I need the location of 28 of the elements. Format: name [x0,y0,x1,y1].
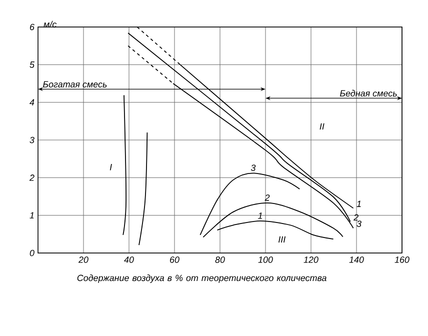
x-tick-label: 160 [394,256,410,263]
x-axis-title: Содержание воздуха в % от теоретического количества [77,274,326,283]
annotation: III [278,236,286,243]
series-label: 1 [258,212,262,219]
x-tick-label: 60 [170,256,180,263]
y-tick-label: 6 [30,24,34,30]
y-tick-label: 2 [29,174,34,181]
series-label: 3 [250,164,256,171]
y-tick-label: 1 [30,212,34,218]
x-tick-label: 20 [78,256,88,263]
y-tick-label: 4 [30,99,34,106]
annotation: Бедная смесь [340,90,397,96]
annotation: I [110,164,112,170]
x-tick-label: 140 [349,256,364,263]
y-tick-label: 5 [30,62,35,68]
annotation: Богатая смесь [42,81,107,88]
series-label: 3 [356,220,362,227]
y-tick-label: 3 [30,136,34,144]
y-tick-label: 0 [30,250,34,256]
x-tick-label: 40 [124,256,134,263]
annotation: II [320,123,324,130]
series-label: 2 [264,194,270,201]
y-axis-title: м/с [44,20,57,28]
x-tick-label: 80 [215,256,225,263]
x-tick-label: 100 [258,256,273,263]
series-label: 1 [356,200,361,207]
series-label: 2 [354,214,358,221]
x-tick-label: 120 [304,256,318,263]
